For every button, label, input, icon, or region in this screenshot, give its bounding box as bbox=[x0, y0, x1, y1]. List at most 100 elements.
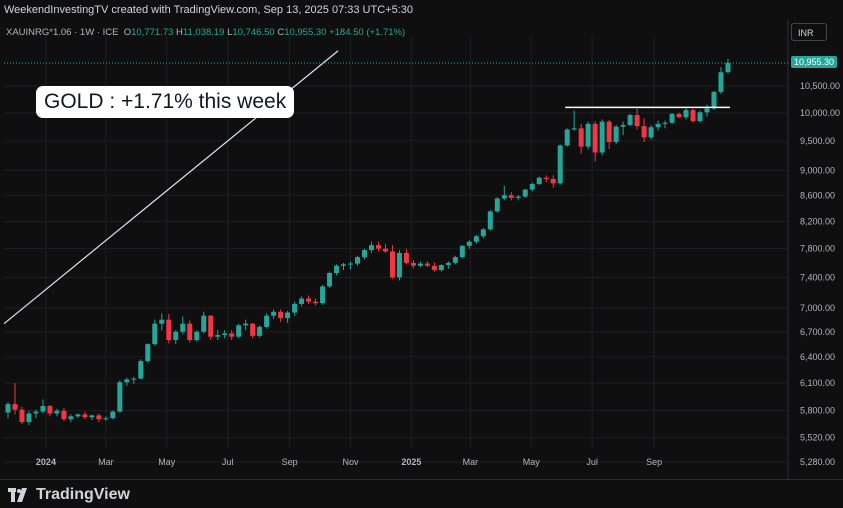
candle-body bbox=[655, 123, 661, 128]
candle-body bbox=[466, 241, 472, 246]
candle-body bbox=[557, 145, 563, 184]
candle-body bbox=[138, 361, 144, 379]
candle-body bbox=[236, 325, 242, 337]
candle-body bbox=[222, 333, 228, 336]
candle-body bbox=[445, 262, 451, 266]
candle-body bbox=[368, 245, 374, 251]
x-tick-label: Nov bbox=[343, 457, 360, 467]
candle-body bbox=[438, 265, 444, 271]
x-tick-label: Jul bbox=[586, 457, 598, 467]
x-tick-label: Mar bbox=[463, 457, 479, 467]
symbol-name[interactable]: XAUINRG*1.06 · 1W · ICE bbox=[6, 27, 119, 38]
candle-body bbox=[12, 404, 18, 410]
chart-credit: WeekendInvestingTV created with TradingV… bbox=[4, 4, 413, 16]
candle-body bbox=[117, 382, 123, 412]
candle-body bbox=[131, 378, 137, 380]
candle-body bbox=[292, 303, 298, 313]
candle-body bbox=[515, 196, 521, 198]
candle-body bbox=[278, 311, 284, 319]
candle-body bbox=[613, 126, 619, 143]
change-value: +184.50 (+1.71%) bbox=[329, 27, 406, 38]
x-tick-label: May bbox=[523, 457, 541, 467]
candle-body bbox=[61, 410, 67, 420]
candle-body bbox=[382, 248, 388, 252]
x-tick-label: 2024 bbox=[36, 457, 56, 467]
candle-body bbox=[564, 129, 570, 146]
candle-body bbox=[403, 252, 409, 263]
candle-body bbox=[361, 250, 367, 258]
candle-body bbox=[648, 127, 654, 138]
candle-body bbox=[341, 264, 347, 266]
x-tick-label: Mar bbox=[98, 457, 114, 467]
candle-body bbox=[250, 323, 256, 336]
candle-body bbox=[662, 122, 668, 124]
y-tick-label: 6,700.00 bbox=[800, 327, 835, 337]
x-tick-label: May bbox=[158, 457, 176, 467]
candle-body bbox=[299, 298, 305, 304]
candle-body bbox=[431, 265, 437, 271]
y-tick-label: 9,000.00 bbox=[800, 165, 835, 175]
candle-body bbox=[459, 245, 465, 258]
candle-body bbox=[145, 344, 151, 362]
candle-body bbox=[334, 265, 340, 274]
low-label: L bbox=[227, 27, 233, 38]
y-tick-label: 10,000.00 bbox=[800, 108, 840, 118]
candle-body bbox=[536, 177, 542, 184]
candle-body bbox=[320, 286, 326, 304]
y-tick-label: 8,600.00 bbox=[800, 190, 835, 200]
candle-body bbox=[711, 91, 717, 109]
candle-body bbox=[208, 315, 214, 337]
candle-body bbox=[571, 128, 577, 130]
candle-body bbox=[54, 410, 60, 414]
low-value: 10,746.50 bbox=[232, 27, 275, 38]
candle-body bbox=[201, 315, 207, 332]
footer-bar: TradingView bbox=[0, 479, 843, 508]
candle-body bbox=[47, 405, 53, 414]
tradingview-logo[interactable]: TradingView bbox=[8, 486, 130, 504]
y-tick-label: 7,000.00 bbox=[800, 303, 835, 313]
candle-body bbox=[522, 189, 528, 197]
candle-body bbox=[187, 323, 193, 340]
candle-body bbox=[124, 379, 130, 383]
candle-body bbox=[159, 319, 165, 324]
open-label: O bbox=[123, 27, 132, 38]
last-price-tag: 10,955.30 bbox=[791, 55, 838, 68]
candle-body bbox=[257, 326, 263, 336]
high-value: 11,038.19 bbox=[182, 27, 225, 38]
y-tick-label: 6,400.00 bbox=[800, 352, 835, 362]
candle-body bbox=[480, 229, 486, 237]
candle-body bbox=[529, 183, 535, 190]
gain-callout: GOLD : +1.71% this week bbox=[36, 86, 295, 118]
symbol-legend: XAUINRG*1.06 · 1W · ICE O10,771.73 H11,0… bbox=[6, 27, 405, 38]
close-value: 10,955.30 bbox=[284, 27, 327, 38]
candle-body bbox=[606, 121, 612, 143]
candle-body bbox=[669, 113, 675, 123]
candle-body bbox=[683, 110, 689, 118]
candle-body bbox=[40, 405, 46, 412]
y-tick-label: 5,800.00 bbox=[800, 406, 835, 416]
candle-body bbox=[96, 415, 102, 420]
y-tick-label: 6,100.00 bbox=[800, 378, 835, 388]
x-tick-label: Jul bbox=[222, 457, 234, 467]
currency-selector[interactable]: INR bbox=[791, 23, 827, 41]
price-chart[interactable]: 5,280.00 5,520.00 5,800.00 6,100.00 6,400.00… bbox=[0, 0, 843, 479]
candle-body bbox=[194, 331, 200, 340]
candle-body bbox=[585, 123, 591, 147]
candle-body bbox=[396, 252, 402, 278]
x-tick-label: 2025 bbox=[401, 457, 421, 467]
candle-body bbox=[271, 311, 277, 316]
candle-body bbox=[634, 115, 640, 127]
candle-body bbox=[33, 411, 39, 414]
candle-body bbox=[690, 110, 696, 122]
candle-body bbox=[508, 195, 514, 198]
candle-body bbox=[306, 298, 312, 302]
x-tick-label: Sep bbox=[282, 457, 298, 467]
candle-body bbox=[725, 62, 731, 73]
candle-body bbox=[410, 262, 416, 266]
candle-body bbox=[82, 414, 88, 418]
y-tick-label: 7,400.00 bbox=[800, 272, 835, 282]
candle-body bbox=[501, 195, 507, 199]
candle-body bbox=[26, 413, 32, 423]
candle-body bbox=[704, 108, 710, 113]
candle-body bbox=[103, 418, 109, 420]
